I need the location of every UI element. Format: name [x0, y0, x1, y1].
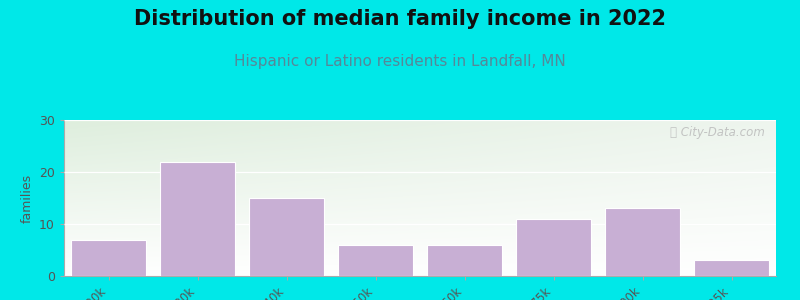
Text: ⓘ City-Data.com: ⓘ City-Data.com [670, 126, 766, 139]
Text: Hispanic or Latino residents in Landfall, MN: Hispanic or Latino residents in Landfall… [234, 54, 566, 69]
Bar [160, 162, 235, 276]
Bar [426, 245, 502, 276]
Bar [605, 208, 680, 276]
Text: Distribution of median family income in 2022: Distribution of median family income in … [134, 9, 666, 29]
Y-axis label: families: families [21, 173, 34, 223]
Bar [70, 240, 146, 276]
Bar [338, 245, 414, 276]
Bar [249, 198, 324, 276]
Bar [516, 219, 591, 276]
Bar [694, 260, 770, 276]
